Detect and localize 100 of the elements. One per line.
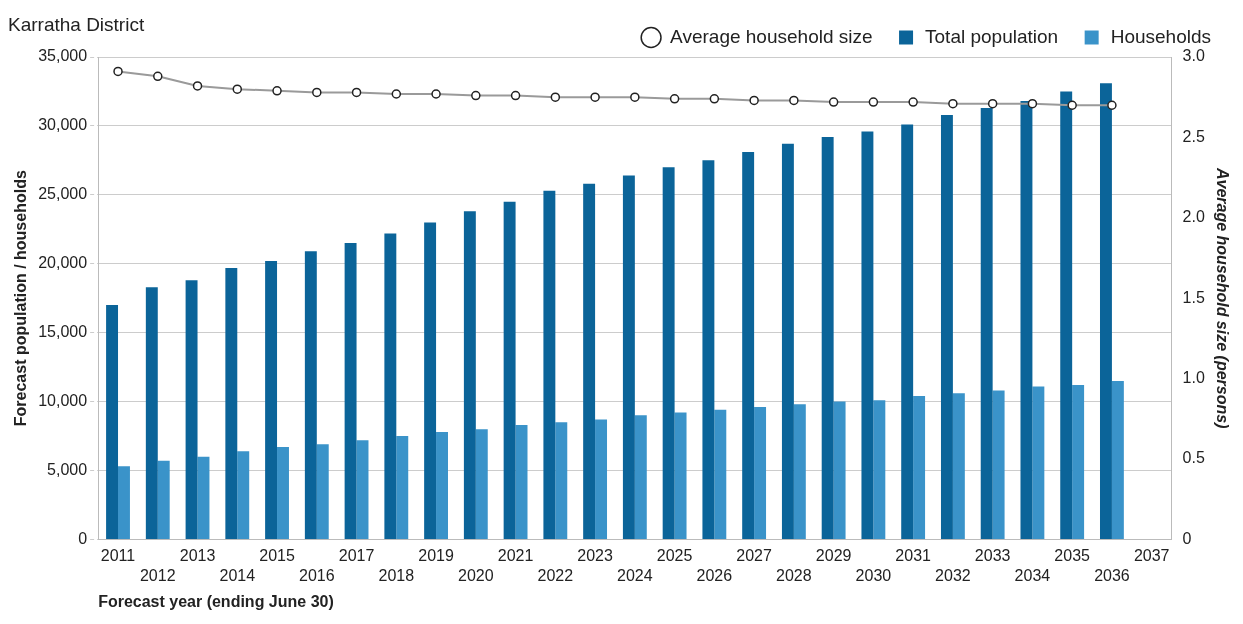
bar bbox=[781, 143, 794, 539]
bar bbox=[225, 267, 238, 539]
bar bbox=[475, 429, 488, 539]
legend-label: Households bbox=[1110, 25, 1211, 47]
y-tick-label: 35,000 bbox=[38, 47, 88, 65]
x-tick-label: 2037 bbox=[1133, 547, 1170, 565]
x-tick-label: 2017 bbox=[338, 547, 375, 565]
bar bbox=[543, 190, 556, 539]
bar bbox=[901, 124, 914, 539]
x-tick-label: 2036 bbox=[1094, 566, 1130, 584]
y2-tick-label: 1.0 bbox=[1182, 369, 1205, 387]
y2-tick-label: 3.0 bbox=[1182, 47, 1205, 65]
x-tick-label: 2033 bbox=[974, 547, 1011, 565]
y-tick-label: 30,000 bbox=[38, 116, 88, 134]
bar bbox=[384, 233, 397, 539]
y-tick-label: 10,000 bbox=[38, 391, 88, 409]
bar bbox=[1032, 386, 1045, 539]
y2-tick-label: 2.0 bbox=[1182, 208, 1205, 226]
bar bbox=[1111, 380, 1124, 539]
bar bbox=[754, 407, 767, 539]
bar bbox=[714, 409, 727, 539]
bar bbox=[157, 460, 170, 539]
bar bbox=[674, 412, 687, 539]
bar bbox=[463, 211, 476, 539]
x-tick-label: 2023 bbox=[577, 547, 613, 565]
x-tick-label: 2020 bbox=[458, 566, 494, 584]
bar bbox=[515, 425, 528, 539]
legend-label: Average household size bbox=[670, 25, 873, 47]
x-tick-label: 2014 bbox=[219, 566, 256, 584]
bar bbox=[873, 400, 886, 539]
bar bbox=[396, 436, 409, 539]
y-tick-label: 25,000 bbox=[38, 185, 88, 203]
bar bbox=[118, 466, 130, 539]
y2-tick-label: 0.5 bbox=[1182, 449, 1205, 467]
bar bbox=[304, 251, 317, 539]
y2-tick-label: 2.5 bbox=[1182, 127, 1205, 145]
x-tick-label: 2011 bbox=[100, 547, 136, 565]
x-tick-label: 2029 bbox=[815, 547, 852, 565]
x-tick-label: 2028 bbox=[776, 566, 812, 584]
x-tick-label: 2031 bbox=[895, 547, 932, 565]
bar bbox=[265, 260, 278, 539]
x-tick-label: 2025 bbox=[656, 547, 693, 565]
x-tick-label: 2021 bbox=[497, 547, 534, 565]
bar bbox=[940, 114, 953, 539]
x-axis-title: Forecast year (ending June 30) bbox=[98, 592, 334, 610]
bar bbox=[1100, 83, 1112, 539]
legend-label: Total population bbox=[925, 25, 1059, 47]
y2-axis-title: Average household size (persons) bbox=[1213, 166, 1231, 429]
bar bbox=[185, 280, 198, 539]
bar bbox=[595, 419, 608, 539]
y-tick-label: 0 bbox=[78, 529, 88, 547]
bar bbox=[555, 422, 568, 539]
x-tick-label: 2027 bbox=[736, 547, 773, 565]
x-tick-label: 2034 bbox=[1014, 566, 1051, 584]
bar bbox=[356, 440, 369, 539]
bar bbox=[913, 396, 926, 539]
bar bbox=[106, 305, 119, 539]
y-tick-label: 5,000 bbox=[47, 460, 88, 478]
bar bbox=[424, 222, 437, 539]
bar bbox=[237, 451, 250, 539]
x-tick-label: 2015 bbox=[259, 547, 295, 565]
bar bbox=[742, 152, 755, 539]
bar bbox=[861, 131, 874, 539]
bar bbox=[436, 431, 448, 539]
y-tick-label: 15,000 bbox=[38, 323, 88, 341]
bar bbox=[1060, 91, 1073, 539]
y2-tick-label: 1.5 bbox=[1182, 288, 1205, 306]
bar bbox=[583, 183, 596, 539]
bar bbox=[1072, 385, 1085, 539]
x-tick-label: 2018 bbox=[378, 566, 415, 584]
bar bbox=[634, 415, 647, 539]
bar bbox=[1020, 101, 1033, 539]
y2-tick-label: 0 bbox=[1182, 529, 1192, 547]
bar bbox=[503, 201, 516, 539]
x-tick-label: 2024 bbox=[617, 566, 653, 584]
y-axis-title: Forecast population / households bbox=[12, 170, 30, 427]
x-tick-label: 2035 bbox=[1054, 547, 1091, 565]
bar bbox=[662, 167, 675, 539]
bar bbox=[197, 456, 210, 539]
x-tick-label: 2026 bbox=[696, 566, 733, 584]
bar bbox=[277, 447, 289, 539]
x-tick-label: 2019 bbox=[418, 547, 454, 565]
bar bbox=[833, 401, 846, 539]
bar bbox=[344, 243, 357, 539]
bar bbox=[145, 287, 158, 539]
x-tick-label: 2013 bbox=[179, 547, 216, 565]
x-tick-label: 2016 bbox=[299, 566, 335, 584]
x-tick-label: 2030 bbox=[855, 566, 892, 584]
x-tick-label: 2012 bbox=[139, 566, 176, 584]
bar bbox=[316, 444, 329, 539]
y-tick-label: 20,000 bbox=[38, 254, 88, 272]
x-tick-label: 2022 bbox=[537, 566, 574, 584]
bar bbox=[952, 393, 965, 539]
bar bbox=[622, 175, 635, 539]
bar bbox=[793, 404, 806, 539]
bar bbox=[992, 390, 1005, 539]
chart-title: Karratha District bbox=[8, 14, 145, 36]
bar bbox=[980, 108, 993, 539]
x-tick-label: 2032 bbox=[935, 566, 971, 584]
bar bbox=[821, 136, 834, 539]
